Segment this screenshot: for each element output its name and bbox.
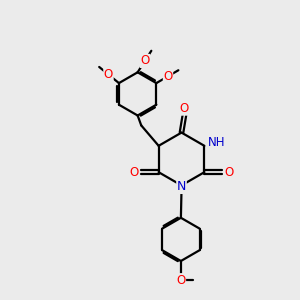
Text: O: O xyxy=(164,70,172,83)
Text: O: O xyxy=(129,166,139,179)
Text: NH: NH xyxy=(208,136,226,149)
Text: O: O xyxy=(180,102,189,115)
Text: O: O xyxy=(224,166,234,179)
Text: N: N xyxy=(177,180,186,194)
Text: O: O xyxy=(104,68,113,81)
Text: O: O xyxy=(176,274,185,287)
Text: O: O xyxy=(140,54,149,68)
